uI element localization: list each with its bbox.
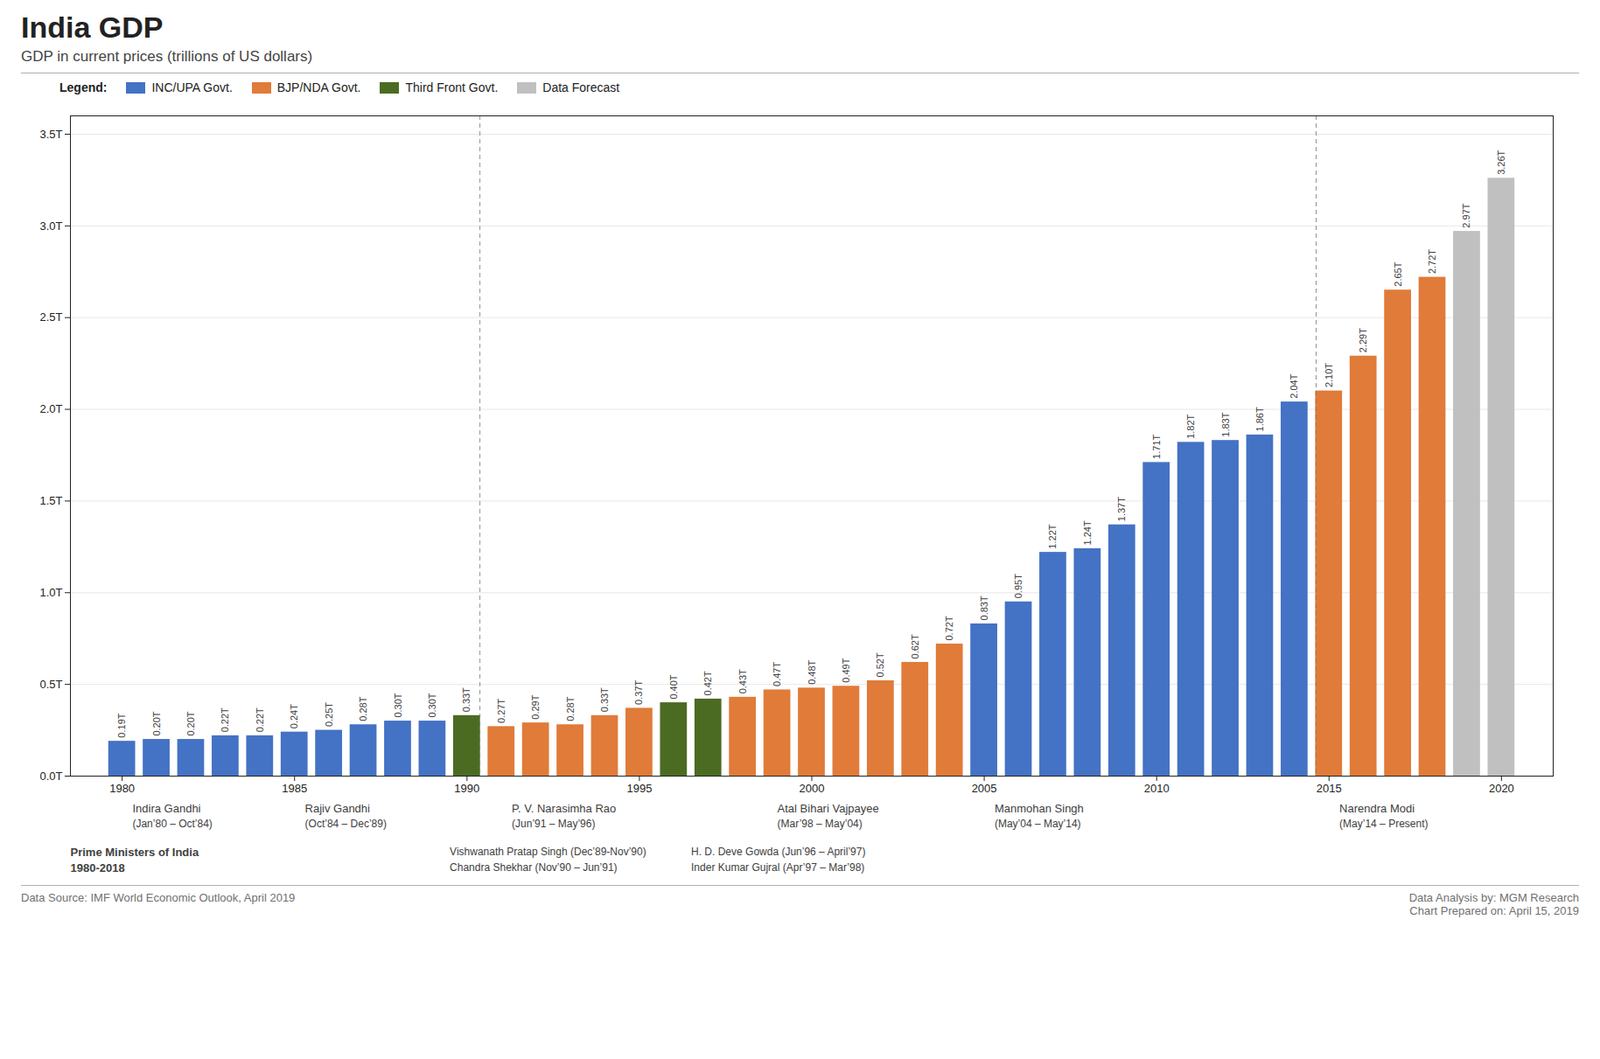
svg-text:(May’04 – May’14): (May’04 – May’14) (994, 817, 1082, 831)
html-text:Chart Prepared on: April 15, 2: Chart Prepared on: April 15, 2019 (1409, 904, 1580, 918)
svg-text:2.72T: 2.72T (1426, 249, 1438, 274)
svg-text:0.72T: 0.72T (943, 615, 955, 641)
svg-text:2020: 2020 (1488, 782, 1515, 796)
svg-text:0.42T: 0.42T (702, 670, 713, 696)
svg-text:2000: 2000 (799, 782, 825, 796)
svg-text:1995: 1995 (626, 782, 652, 796)
svg-text:2.10T: 2.10T (1323, 363, 1335, 388)
svg-text:2.5T: 2.5T (39, 310, 63, 324)
svg-text:0.25T: 0.25T (323, 702, 335, 727)
svg-text:2.0T: 2.0T (39, 402, 63, 416)
svg-text:1.71T: 1.71T (1151, 433, 1162, 459)
svg-text:0.83T: 0.83T (978, 595, 990, 621)
svg-text:2.97T: 2.97T (1460, 202, 1472, 228)
svg-text:2015: 2015 (1316, 782, 1342, 796)
html-text:Legend:: Legend: (59, 80, 108, 95)
svg-text:0.52T: 0.52T (874, 652, 886, 678)
svg-text:0.24T: 0.24T (288, 704, 300, 729)
svg-text:1990: 1990 (454, 782, 480, 796)
svg-text:1980: 1980 (109, 782, 135, 796)
html-text:Data Analysis by: MGM Research: Data Analysis by: MGM Research (1408, 891, 1580, 905)
svg-text:(Oct’84 – Dec’89): (Oct’84 – Dec’89) (305, 817, 387, 831)
html-text:India GDP: India GDP (20, 10, 164, 44)
svg-text:1.5T: 1.5T (39, 494, 63, 508)
svg-text:0.95T: 0.95T (1013, 573, 1024, 599)
svg-text:(Jun’91 – May’96): (Jun’91 – May’96) (511, 817, 595, 831)
svg-text:0.48T: 0.48T (806, 659, 818, 685)
svg-text:P. V. Narasimha Rao: P. V. Narasimha Rao (511, 802, 616, 816)
svg-text:0.47T: 0.47T (771, 662, 783, 687)
svg-text:Rajiv Gandhi: Rajiv Gandhi (305, 802, 371, 816)
svg-text:0.62T: 0.62T (909, 634, 921, 659)
svg-text:0.27T: 0.27T (496, 698, 507, 723)
svg-text:(Jan’80 – Oct’84): (Jan’80 – Oct’84) (132, 817, 212, 831)
svg-text:0.20T: 0.20T (185, 711, 196, 736)
html-text:Data Forecast: Data Forecast (542, 80, 620, 95)
svg-text:0.28T: 0.28T (357, 696, 369, 721)
svg-text:1.37T: 1.37T (1116, 496, 1127, 522)
svg-text:1.82T: 1.82T (1185, 413, 1196, 439)
svg-text:0.30T: 0.30T (426, 692, 438, 718)
svg-text:(Mar’98 – May’04): (Mar’98 – May’04) (777, 817, 863, 831)
svg-text:0.49T: 0.49T (840, 657, 852, 683)
svg-text:Narendra Modi: Narendra Modi (1339, 802, 1415, 816)
svg-text:0.20T: 0.20T (151, 711, 162, 736)
svg-text:2010: 2010 (1144, 782, 1170, 796)
html-text:BJP/NDA Govt.: BJP/NDA Govt. (277, 80, 361, 95)
svg-text:0.37T: 0.37T (633, 679, 644, 705)
svg-text:Inder Kumar Gujral (Apr’97 – M: Inder Kumar Gujral (Apr’97 – Mar’98) (691, 861, 865, 874)
svg-text:1980-2018: 1980-2018 (70, 861, 126, 875)
svg-text:0.28T: 0.28T (565, 696, 576, 721)
svg-text:Atal Bihari Vajpayee: Atal Bihari Vajpayee (777, 802, 880, 816)
svg-text:0.33T: 0.33T (461, 687, 472, 713)
svg-text:3.0T: 3.0T (39, 218, 63, 232)
svg-text:Indira Gandhi: Indira Gandhi (132, 802, 201, 816)
svg-text:Vishwanath Pratap Singh (Dec’8: Vishwanath Pratap Singh (Dec’89-Nov’90) (449, 845, 647, 859)
svg-text:0.5T: 0.5T (39, 677, 63, 692)
html-text:GDP in current prices (trillio: GDP in current prices (trillions of US d… (20, 48, 313, 65)
svg-text:0.43T: 0.43T (737, 669, 748, 694)
html-text:Third Front Govt.: Third Front Govt. (405, 80, 499, 95)
svg-text:1.86T: 1.86T (1254, 406, 1265, 432)
svg-text:Prime Ministers of India: Prime Ministers of India (70, 845, 200, 860)
svg-text:2.65T: 2.65T (1392, 261, 1404, 287)
svg-text:3.5T: 3.5T (39, 127, 63, 141)
svg-text:(May’14 – Present): (May’14 – Present) (1339, 817, 1428, 831)
svg-text:2005: 2005 (971, 782, 998, 796)
svg-text:1985: 1985 (281, 782, 308, 796)
svg-text:0.22T: 0.22T (254, 707, 266, 733)
svg-text:0.30T: 0.30T (391, 692, 403, 718)
svg-text:H. D. Deve Gowda (Jun’96 – Apr: H. D. Deve Gowda (Jun’96 – April’97) (691, 845, 866, 859)
svg-text:Manmohan Singh: Manmohan Singh (994, 802, 1084, 816)
svg-text:0.29T: 0.29T (530, 694, 541, 720)
svg-text:3.26T: 3.26T (1495, 149, 1507, 175)
html-text:INC/UPA Govt.: INC/UPA Govt. (151, 80, 233, 95)
html-text:Data Source: IMF World Economi: Data Source: IMF World Economic Outlook,… (20, 891, 296, 905)
svg-text:1.22T: 1.22T (1047, 524, 1058, 549)
svg-text:0.19T: 0.19T (116, 712, 127, 738)
svg-text:0.22T: 0.22T (219, 707, 231, 733)
svg-text:1.0T: 1.0T (39, 586, 63, 600)
svg-text:2.29T: 2.29T (1357, 328, 1369, 353)
svg-text:2.04T: 2.04T (1288, 373, 1300, 399)
svg-text:0.40T: 0.40T (668, 674, 679, 699)
svg-text:1.24T: 1.24T (1082, 520, 1093, 545)
svg-text:1.83T: 1.83T (1220, 412, 1231, 437)
svg-text:0.33T: 0.33T (599, 687, 610, 713)
svg-text:Chandra Shekhar (Nov’90 – Jun’: Chandra Shekhar (Nov’90 – Jun’91) (449, 861, 617, 874)
svg-text:0.0T: 0.0T (39, 769, 63, 783)
